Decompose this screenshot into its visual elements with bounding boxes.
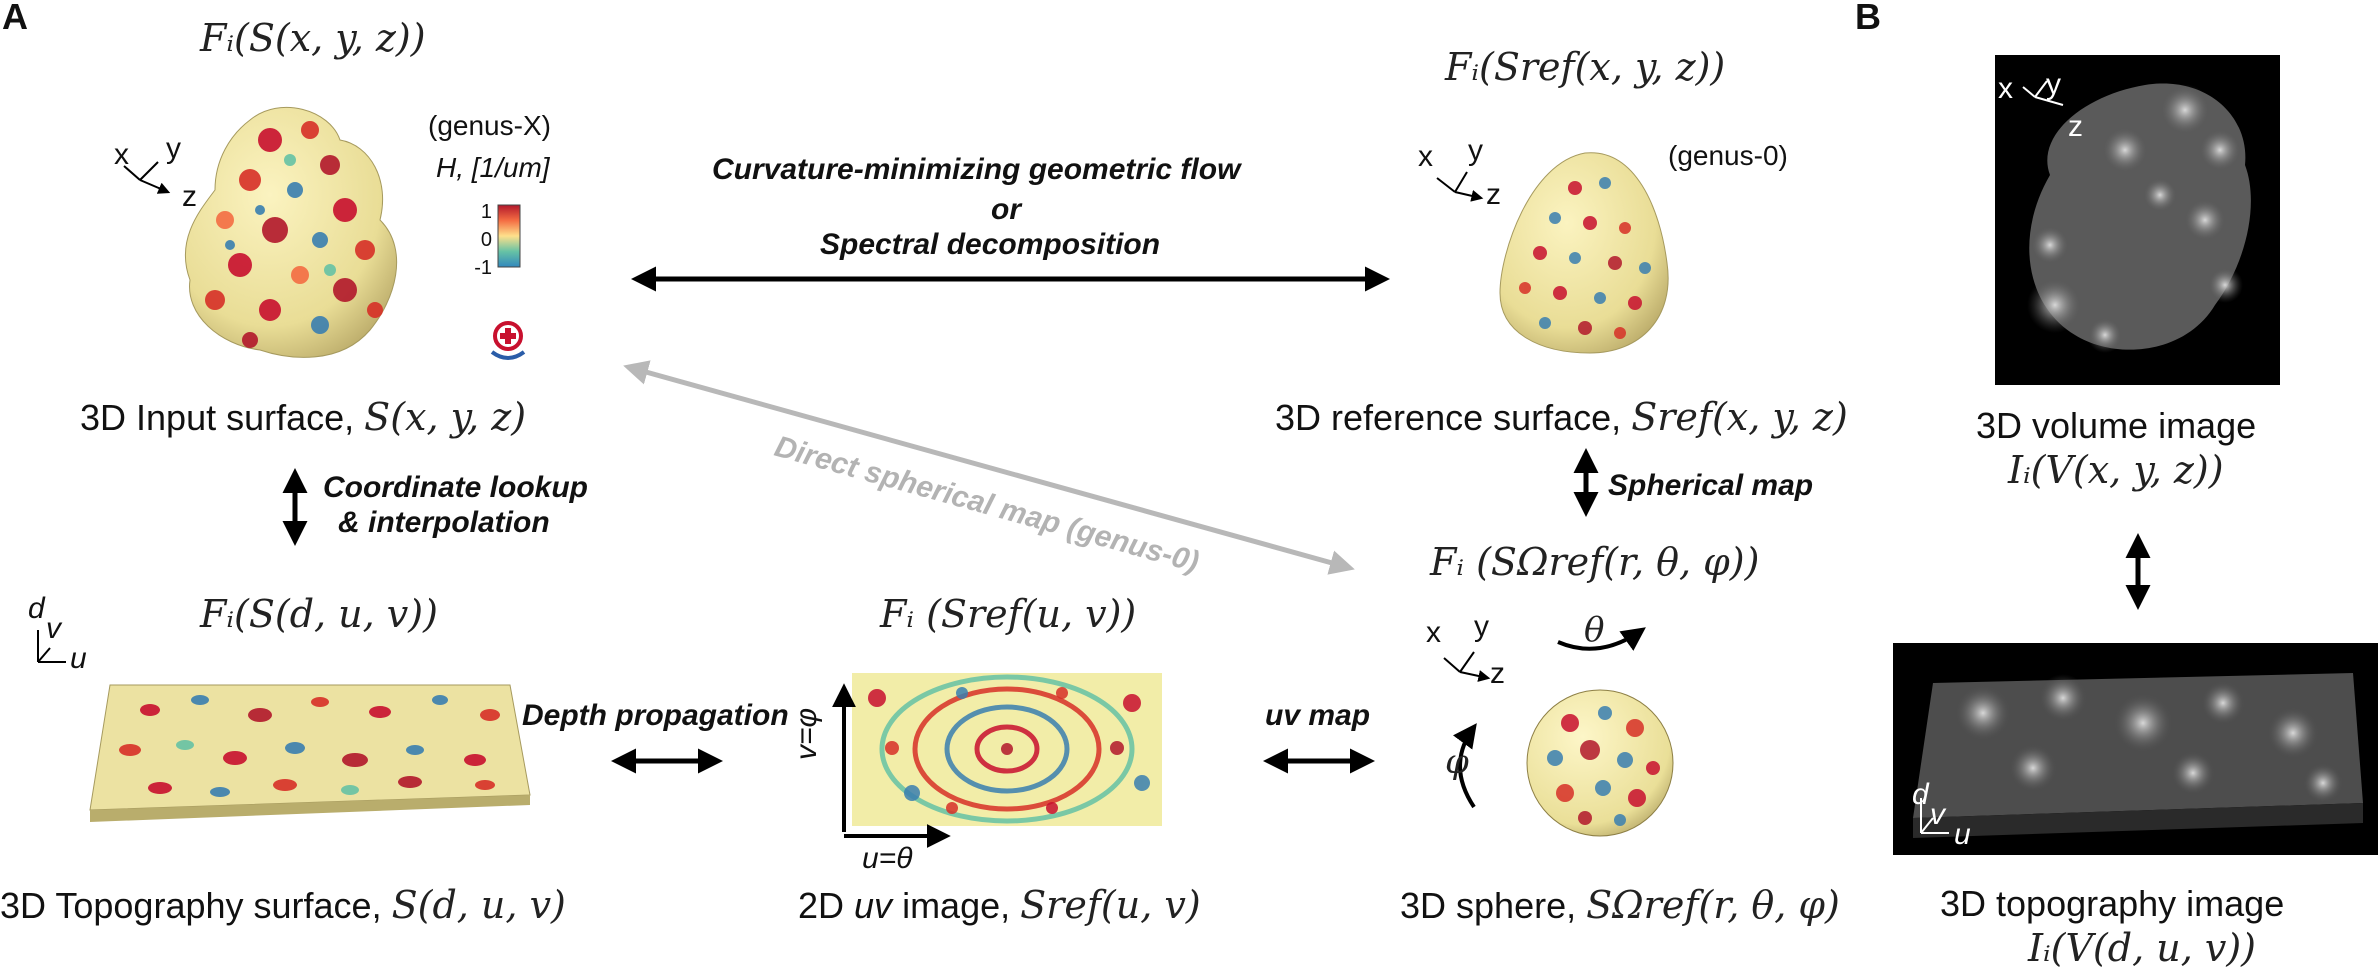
colorbar-tick-mid: 0 bbox=[480, 229, 492, 251]
input-axis-z: z bbox=[182, 180, 197, 213]
uv-caption-post: image, bbox=[892, 885, 1011, 926]
sphere-formula: Fᵢ (SΩref(r, θ, φ)) bbox=[1430, 540, 1760, 584]
topo-image-axis-v: v bbox=[1930, 798, 1945, 831]
volume-axis-x: x bbox=[1998, 72, 2013, 105]
uv-image bbox=[852, 673, 1162, 826]
sphere-axis-x: x bbox=[1426, 616, 1441, 649]
topo-image-axis-d: d bbox=[1912, 778, 1929, 811]
topography-axis-v: v bbox=[46, 612, 61, 645]
transform-label-line3: Spectral decomposition bbox=[820, 228, 1161, 261]
theta-arrow bbox=[1557, 627, 1646, 651]
curvature-colorbar bbox=[497, 204, 521, 268]
sphere-axes-icon bbox=[1443, 651, 1491, 682]
sphere-image bbox=[1526, 689, 1674, 837]
panel-label-a: A bbox=[2, 0, 28, 37]
sphere-caption: 3D sphere, SΩref(r, θ, φ) bbox=[1400, 883, 1840, 927]
reference-surface-formula: Fᵢ(Sref(x, y, z)) bbox=[1445, 45, 1726, 89]
reference-caption: 3D reference surface, Sref(x, y, z) bbox=[1275, 395, 1848, 439]
input-caption-math: S(x, y, z) bbox=[364, 395, 527, 439]
sphere-axis-z: z bbox=[1490, 657, 1505, 690]
direct-map-arrow bbox=[623, 360, 1355, 575]
topography-axis-u: u bbox=[70, 642, 87, 675]
reference-caption-math: Sref(x, y, z) bbox=[1631, 395, 1848, 439]
uv-caption-math: Sref(u, v) bbox=[1020, 883, 1201, 927]
volume-math: Iᵢ(V(x, y, z)) bbox=[2008, 448, 2224, 492]
transform-label-line2: or bbox=[991, 193, 1021, 226]
sphere-caption-text: 3D sphere, bbox=[1400, 885, 1577, 926]
topography-image bbox=[1893, 643, 2378, 855]
logo-icon bbox=[490, 321, 526, 360]
spherical-map-label: Spherical map bbox=[1608, 469, 1814, 502]
uv-caption-pre: 2D bbox=[798, 885, 855, 926]
sphere-axis-y: y bbox=[1474, 610, 1489, 643]
volume-image bbox=[1995, 55, 2280, 385]
topography-formula: Fᵢ(S(d, u, v)) bbox=[200, 592, 438, 636]
volume-axis-y: y bbox=[2046, 68, 2061, 101]
colorbar-tick-min: -1 bbox=[474, 257, 492, 279]
reference-caption-text: 3D reference surface, bbox=[1275, 397, 1622, 438]
theta-label: θ bbox=[1584, 610, 1605, 650]
sphere-caption-math: SΩref(r, θ, φ) bbox=[1586, 883, 1840, 927]
input-surface-formula: Fᵢ(S(x, y, z)) bbox=[200, 16, 426, 60]
uv-caption-uv: uv bbox=[854, 885, 893, 926]
input-axes-icon bbox=[123, 161, 171, 194]
coord-label-line2: & interpolation bbox=[338, 506, 550, 539]
topo-image-axis-u: u bbox=[1954, 818, 1971, 851]
transform-label-line1: Curvature-minimizing geometric flow bbox=[712, 153, 1241, 186]
reference-axes-icon bbox=[1436, 171, 1484, 202]
uv-caption: 2D uv image, Sref(u, v) bbox=[798, 883, 1201, 927]
colorbar-ticks: 1 0 -1 bbox=[472, 198, 492, 282]
topography-surface-image bbox=[89, 684, 531, 822]
input-surface-image bbox=[184, 106, 398, 358]
topography-axis-d: d bbox=[28, 592, 45, 625]
input-axis-y: y bbox=[166, 132, 181, 165]
topo-image-caption: 3D topography image bbox=[1940, 883, 2285, 924]
topo-image-math: Iᵢ(V(d, u, v)) bbox=[2028, 926, 2256, 970]
panel-label-b: B bbox=[1855, 0, 1881, 37]
uv-image-formula: Fᵢ (Sref(u, v)) bbox=[880, 592, 1137, 636]
uv-axes-icon bbox=[832, 683, 951, 848]
reference-axis-y: y bbox=[1468, 134, 1483, 167]
colorbar-tick-max: 1 bbox=[480, 201, 492, 223]
topography-caption-math: S(d, u, v) bbox=[391, 883, 566, 927]
depth-label: Depth propagation bbox=[522, 699, 789, 732]
reference-axis-z: z bbox=[1486, 178, 1501, 211]
uv-axis-v: v=φ bbox=[790, 707, 823, 760]
volume-caption: 3D volume image bbox=[1976, 405, 2257, 446]
topography-caption: 3D Topography surface, S(d, u, v) bbox=[0, 883, 566, 927]
input-genus-label: (genus-X) bbox=[428, 110, 551, 141]
reference-genus-label: (genus-0) bbox=[1668, 140, 1788, 171]
phi-label: φ bbox=[1445, 742, 1469, 782]
input-caption: 3D Input surface, S(x, y, z) bbox=[80, 395, 526, 439]
volume-axis-z: z bbox=[2068, 110, 2083, 143]
uv-axis-u: u=θ bbox=[862, 842, 913, 875]
uvmap-label: uv map bbox=[1265, 699, 1371, 732]
reference-surface-image bbox=[1499, 152, 1669, 354]
curvature-label: H, [1/um] bbox=[436, 152, 550, 183]
topography-caption-text: 3D Topography surface, bbox=[0, 885, 382, 926]
input-axis-x: x bbox=[114, 138, 129, 171]
topography-axes-icon bbox=[37, 630, 66, 663]
input-caption-text: 3D Input surface, bbox=[80, 397, 355, 438]
phi-arrow bbox=[1452, 723, 1477, 809]
reference-axis-x: x bbox=[1418, 140, 1433, 173]
coord-label-line1: Coordinate lookup bbox=[323, 471, 588, 504]
